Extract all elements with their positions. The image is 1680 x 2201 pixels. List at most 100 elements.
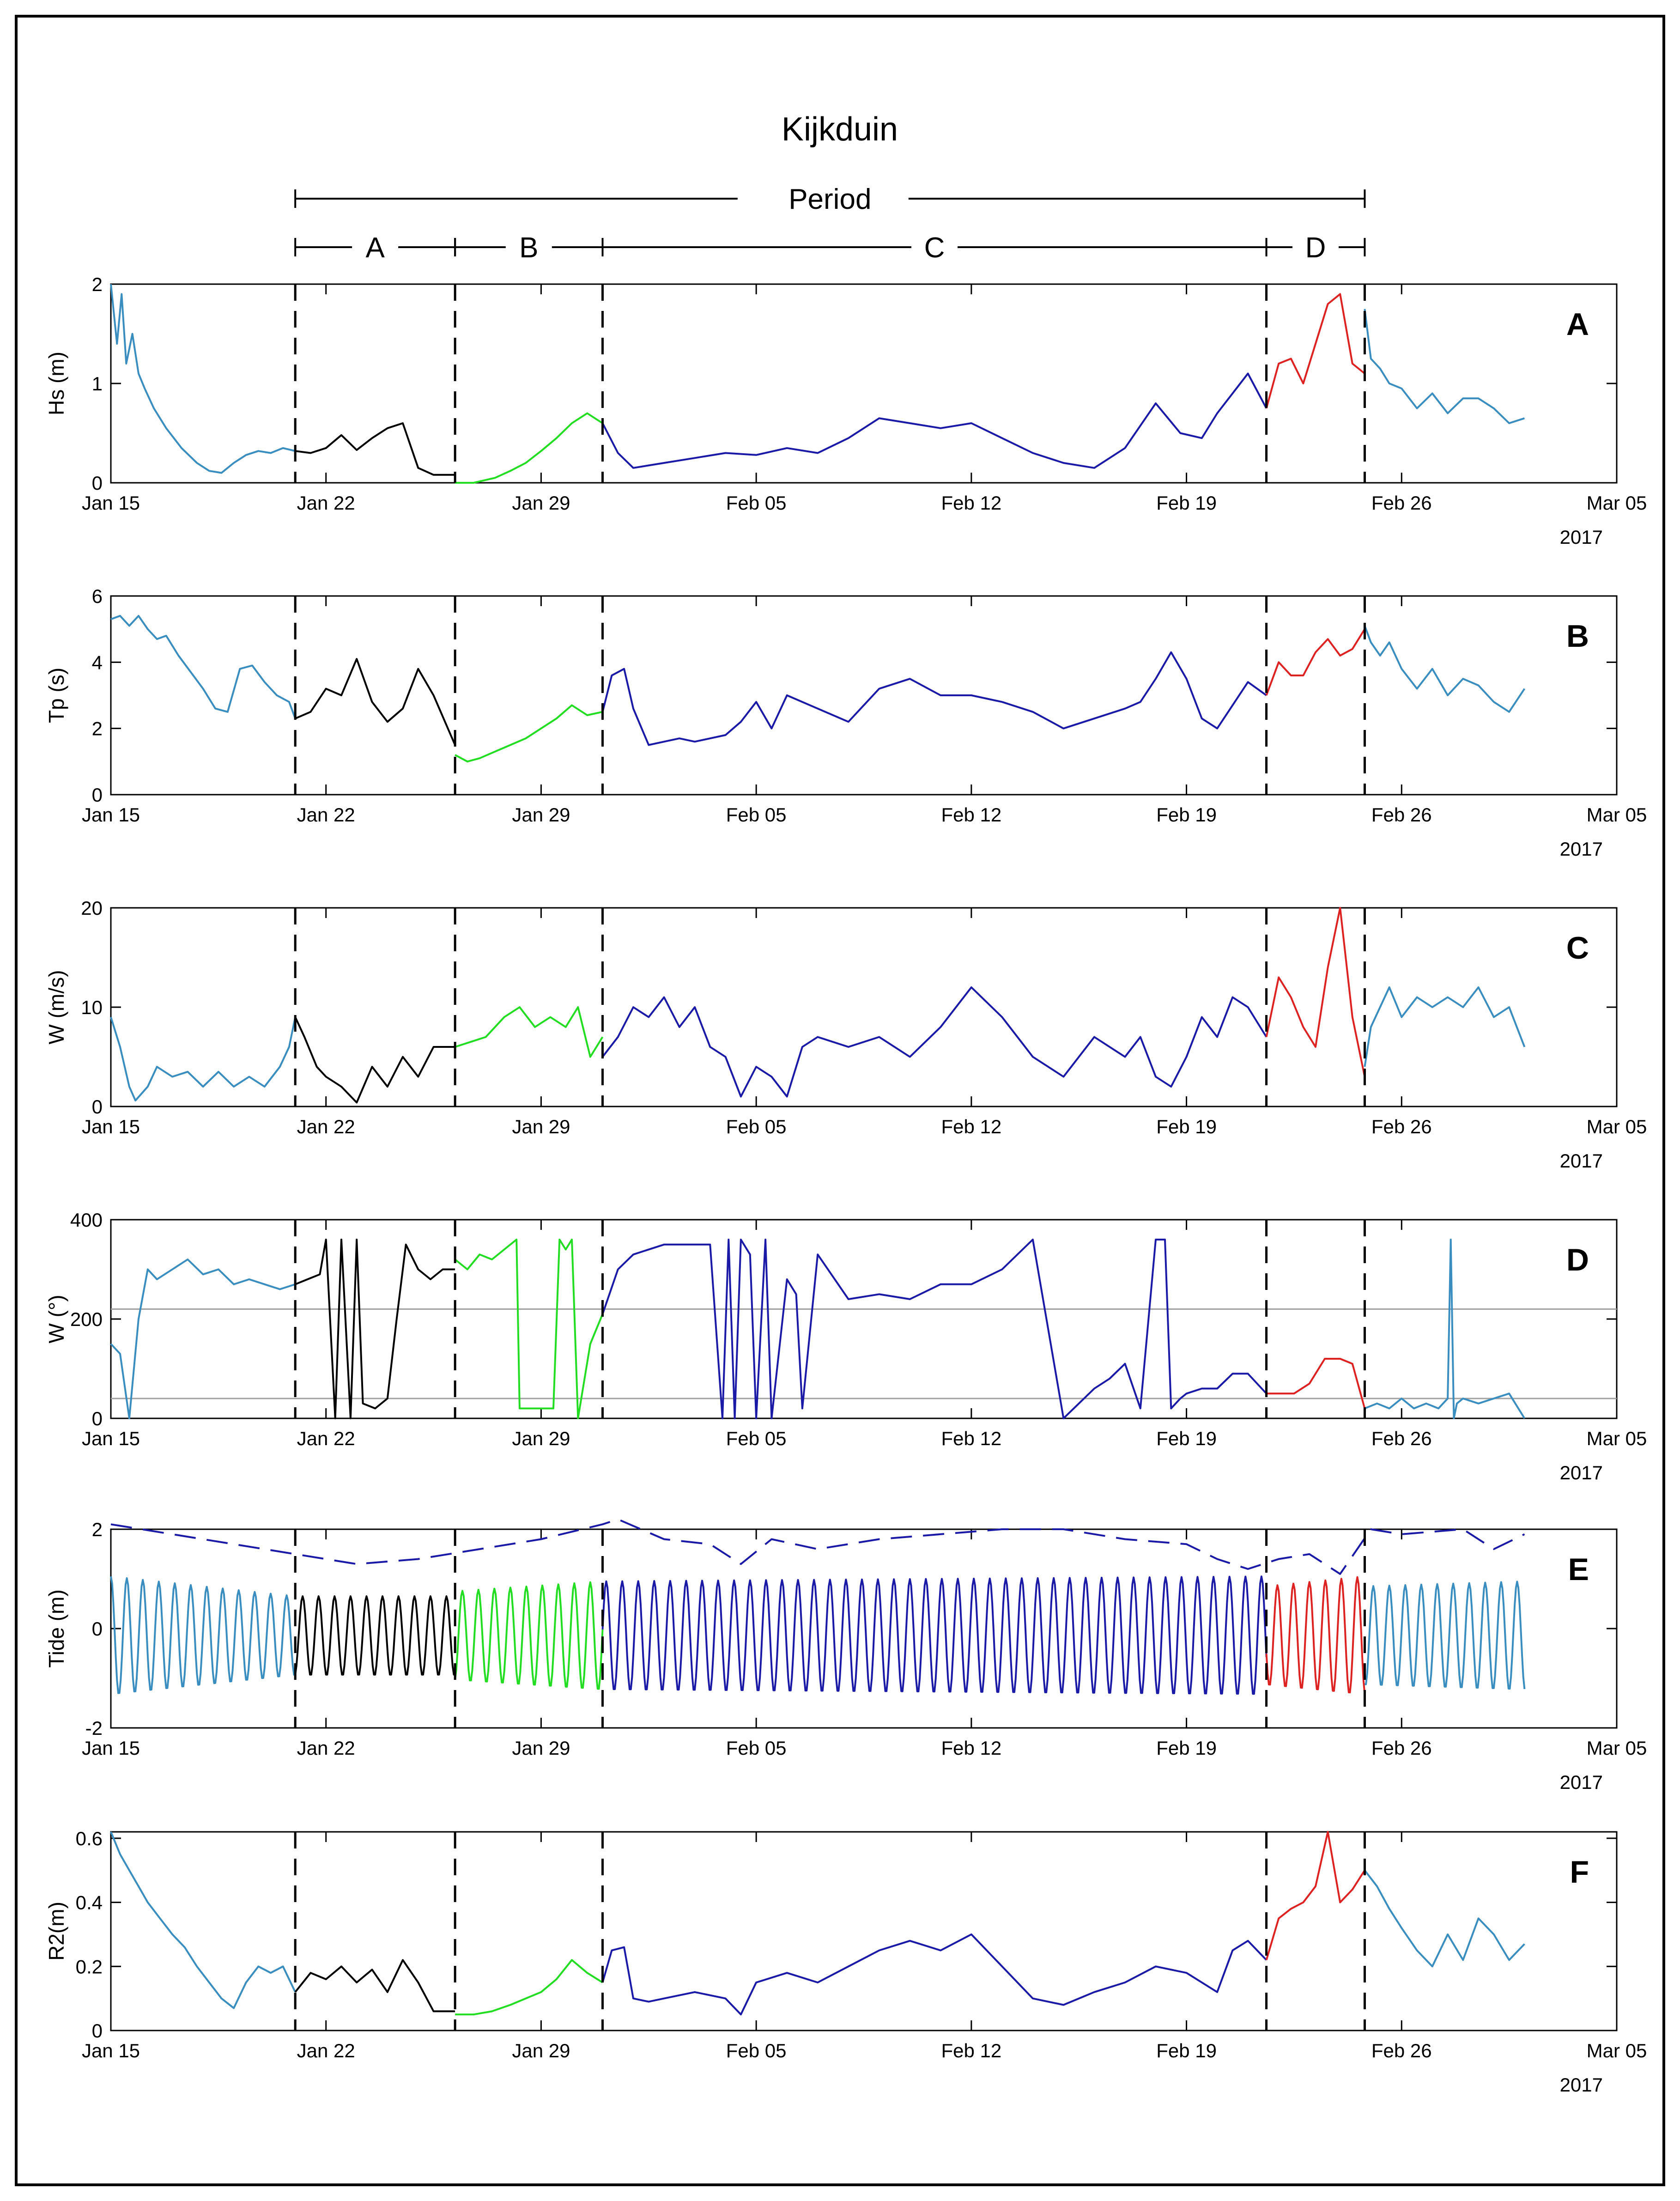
series-line-a bbox=[294, 1595, 455, 1676]
series-line-c bbox=[601, 1239, 1268, 1419]
series-line-c bbox=[601, 372, 1268, 469]
x-tick-label: Feb 12 bbox=[941, 1116, 1001, 1137]
series-line-outside bbox=[1364, 1239, 1526, 1419]
panel-F: 0 0.2 0.4 0.6 R2(m) Jan 15 Jan 22 Jan 29 Feb 05 F… bbox=[44, 1828, 1647, 2096]
y-tick-label: 0 bbox=[92, 1408, 103, 1429]
plot-area bbox=[110, 595, 1618, 796]
x-tick-label: Feb 26 bbox=[1371, 492, 1432, 514]
plot-area bbox=[110, 1528, 1618, 1729]
x-tick-label: Jan 15 bbox=[82, 2040, 140, 2061]
x-tick-label: Feb 12 bbox=[941, 1737, 1001, 1759]
x-tick-label: Feb 26 bbox=[1371, 1737, 1432, 1759]
panel-A: 0 1 2 Hs (m) Jan 15 Jan 22 Jan 29 Feb 05 Feb 12 F… bbox=[44, 274, 1647, 548]
x-tick-label: Mar 05 bbox=[1587, 2040, 1647, 2061]
y-tick-label: 0 bbox=[92, 2020, 103, 2042]
x-tick-label: Jan 29 bbox=[512, 2040, 570, 2061]
plot-area bbox=[110, 1831, 1618, 2031]
x-tick-label: Feb 26 bbox=[1371, 1428, 1432, 1449]
x-tick-label: Feb 12 bbox=[941, 2040, 1001, 2061]
x-tick-label: Mar 05 bbox=[1587, 804, 1647, 826]
x-tick-label: Jan 29 bbox=[512, 1428, 570, 1449]
series-line-a bbox=[294, 1016, 455, 1104]
series-line-c bbox=[601, 651, 1267, 746]
series-line-outside bbox=[1365, 1581, 1526, 1690]
series-line-a bbox=[295, 1239, 455, 1419]
figure-title: Kijkduin bbox=[782, 111, 898, 148]
series-line-d bbox=[1265, 907, 1366, 1077]
x-tick-label: Feb 05 bbox=[726, 2040, 787, 2061]
series-line-b bbox=[455, 704, 603, 763]
series-line-c bbox=[601, 1575, 1268, 1695]
x-tick-label: Feb 05 bbox=[726, 1428, 787, 1449]
x-tick-label: Feb 19 bbox=[1156, 1737, 1217, 1759]
x-tick-label: Feb 05 bbox=[726, 804, 787, 826]
panel-letter: E bbox=[1568, 1552, 1589, 1587]
y-tick-label: 0 bbox=[92, 472, 103, 494]
plot-area bbox=[110, 907, 1618, 1107]
x-tick-label: Jan 22 bbox=[297, 1428, 355, 1449]
panel-C: 0 10 20 W (m/s) Jan 15 Jan 22 Jan 29 Feb 05 Feb … bbox=[44, 897, 1647, 1172]
series-line-outside bbox=[110, 1259, 296, 1419]
y-tick-label: 0.4 bbox=[76, 1892, 103, 1914]
y-tick-label: 0.6 bbox=[76, 1828, 103, 1849]
x-tick-label: Feb 05 bbox=[726, 492, 787, 514]
x-tick-label: Feb 26 bbox=[1371, 2040, 1432, 2061]
x-tick-label: Jan 29 bbox=[512, 804, 570, 826]
y-tick-label: 6 bbox=[92, 585, 103, 607]
segment-label-B: B bbox=[519, 232, 538, 264]
x-tick-label: Jan 22 bbox=[297, 1116, 355, 1137]
series-line-d bbox=[1265, 1576, 1366, 1694]
x-tick-label: Jan 15 bbox=[82, 804, 140, 826]
series-line-outside bbox=[110, 284, 296, 474]
x-tick-label: Jan 15 bbox=[82, 1116, 140, 1137]
y-tick-label: 10 bbox=[81, 997, 103, 1018]
panel-E: -2 0 2 Tide (m) Jan 15 Jan 22 Jan 29 Feb 05 Feb … bbox=[44, 1518, 1647, 1793]
x-tick-label: Feb 19 bbox=[1156, 1428, 1217, 1449]
x-tick-label: Jan 29 bbox=[512, 1737, 570, 1759]
y-tick-label: 400 bbox=[70, 1209, 103, 1231]
y-axis-label: W (°) bbox=[44, 1295, 68, 1343]
series-line-d bbox=[1265, 628, 1366, 696]
x-tick-label: Feb 26 bbox=[1371, 804, 1432, 826]
y-tick-label: 2 bbox=[92, 1519, 103, 1540]
x-tick-label: Mar 05 bbox=[1587, 492, 1647, 514]
y-tick-label: 2 bbox=[92, 718, 103, 740]
year-label: 2017 bbox=[1560, 1771, 1603, 1793]
segment-label-D: D bbox=[1305, 232, 1326, 264]
x-tick-label: Feb 19 bbox=[1156, 804, 1217, 826]
series-line-d bbox=[1266, 1358, 1366, 1409]
series-line-c bbox=[601, 1933, 1268, 2016]
y-tick-label: 0 bbox=[92, 1618, 103, 1640]
y-tick-label: 0.2 bbox=[76, 1956, 103, 1977]
x-tick-label: Feb 12 bbox=[941, 492, 1001, 514]
x-tick-label: Feb 26 bbox=[1371, 1116, 1432, 1137]
x-tick-label: Jan 22 bbox=[297, 804, 355, 826]
panel-letter: F bbox=[1570, 1854, 1589, 1890]
series-line-a bbox=[295, 658, 456, 746]
series-line-outside bbox=[1364, 309, 1525, 424]
x-tick-label: Jan 29 bbox=[512, 1116, 570, 1137]
panel-B: 0 2 4 6 Tp (s) Jan 15 Jan 22 Jan 29 Feb 05 Feb 12… bbox=[44, 585, 1647, 860]
panels: 0 1 2 Hs (m) Jan 15 Jan 22 Jan 29 Feb 05 Feb 12 F… bbox=[44, 274, 1647, 2096]
period-label: Period bbox=[788, 183, 871, 215]
year-label: 2017 bbox=[1560, 1462, 1603, 1484]
x-tick-label: Jan 22 bbox=[297, 2040, 355, 2061]
x-tick-label: Feb 05 bbox=[726, 1116, 787, 1137]
x-tick-label: Feb 19 bbox=[1156, 492, 1217, 514]
series-line-surgedashed bbox=[110, 1518, 1525, 1575]
series-line-b bbox=[455, 1959, 603, 2016]
y-axis-label: Tide (m) bbox=[44, 1589, 68, 1668]
series-line-d bbox=[1265, 293, 1365, 409]
y-tick-label: 2 bbox=[92, 274, 103, 295]
x-tick-label: Jan 15 bbox=[82, 492, 140, 514]
series-line-outside bbox=[1364, 1869, 1525, 1968]
series-line-b bbox=[454, 1239, 604, 1419]
series-line-outside bbox=[110, 1016, 297, 1102]
x-tick-label: Jan 15 bbox=[82, 1737, 140, 1759]
series-line-a bbox=[294, 1959, 455, 2013]
y-tick-label: 20 bbox=[81, 897, 103, 919]
series-line-outside bbox=[110, 615, 297, 719]
x-tick-label: Mar 05 bbox=[1587, 1428, 1647, 1449]
x-tick-label: Feb 05 bbox=[726, 1737, 787, 1759]
x-tick-label: Jan 29 bbox=[512, 492, 570, 514]
